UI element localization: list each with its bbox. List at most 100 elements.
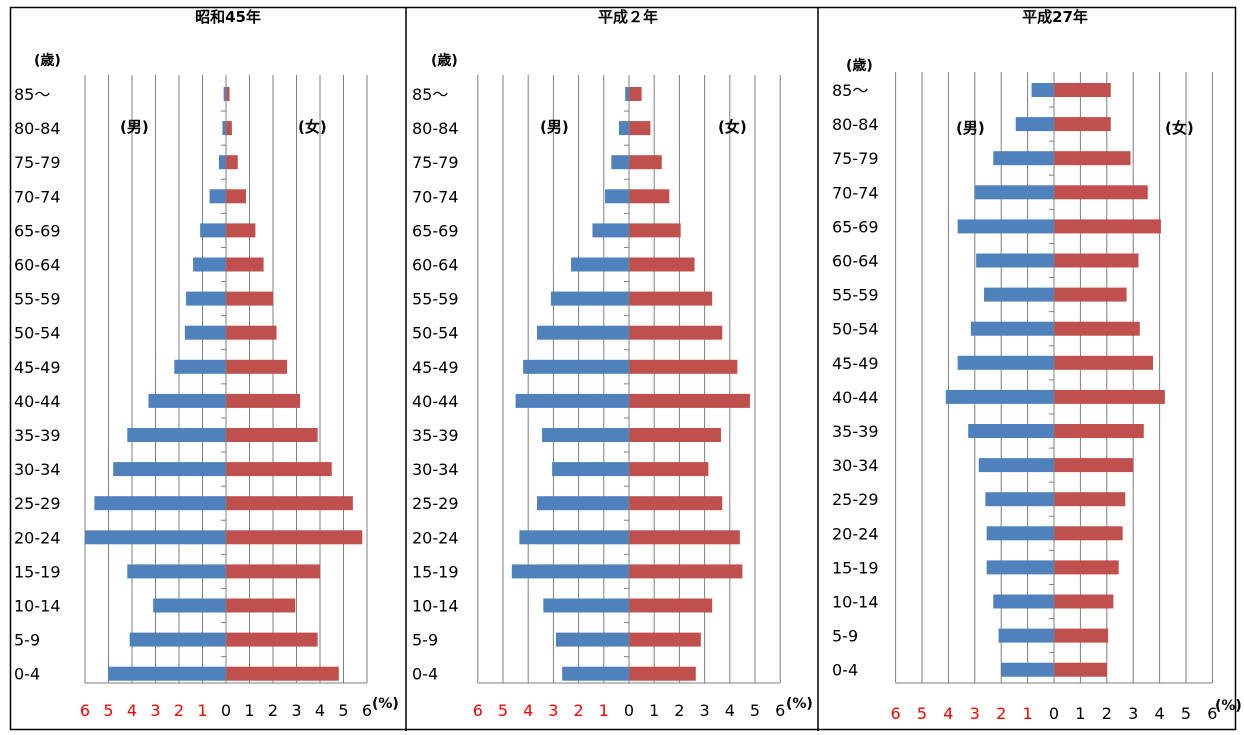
age-group-label: 20-24 [14,528,61,547]
age-group-label: 75-79 [14,153,61,172]
female-bar [629,530,740,545]
female-bar [629,393,750,408]
x-tick-label: 4 [523,701,533,720]
x-tick-label: 3 [700,701,710,720]
x-tick-label: 2 [996,704,1006,723]
female-bar [1054,219,1161,234]
male-bar [209,189,226,204]
female-bar [1054,492,1126,507]
male-bar [515,393,629,408]
male-bar [968,424,1054,438]
x-tick-label: 6 [362,701,372,720]
x-tick-label: 6 [775,701,785,720]
male-bar [148,393,226,408]
female-bar [226,359,288,374]
age-group-label: 25-29 [14,494,61,513]
male-bar [519,530,629,545]
x-tick-label: 5 [750,701,760,720]
age-group-label: 45-49 [14,358,61,377]
female-bar [1054,628,1109,643]
x-tick-label: 3 [291,701,301,720]
female-bar [629,666,696,681]
female-bar [629,496,723,511]
female-bar [226,291,273,306]
x-tick-label: 2 [1102,704,1112,723]
age-group-label: 30-34 [832,456,879,475]
female-bar [629,632,701,647]
male-bar [552,462,629,477]
age-group-label: 40-44 [14,392,61,411]
female-bar [226,462,332,477]
age-group-label: 65-69 [14,221,61,240]
x-tick-label: 2 [268,701,278,720]
female-bar [1054,253,1139,268]
age-group-label: 0-4 [832,661,858,680]
x-tick-label: 2 [174,701,184,720]
age-group-label: 45-49 [412,358,459,377]
age-group-label: 35-39 [412,426,459,445]
x-tick-label: 4 [943,704,953,723]
female-bar [1054,424,1144,438]
x-tick-label: 4 [127,701,137,720]
male-bar [113,462,226,477]
x-tick-label: 6 [891,704,901,723]
female-bar [226,393,301,408]
age-group-label: 50-54 [14,324,61,343]
age-group-label: 60-64 [832,252,879,271]
female-bar [1054,560,1119,575]
male-bar [986,560,1054,575]
age-group-label: 85～ [832,81,868,100]
pyramid-panel: 85～80-8475-7970-7465-6960-6455-5950-5445… [14,8,399,720]
x-tick-label: 4 [1155,704,1165,723]
age-group-label: 10-14 [412,597,459,616]
age-group-label: 60-64 [412,256,459,275]
male-bar [984,287,1054,302]
female-label: (女) [298,118,327,136]
male-bar [108,666,226,681]
male-bar [1015,117,1054,132]
x-tick-label: 5 [498,701,508,720]
x-tick-label: 6 [473,701,483,720]
age-group-label: 65-69 [832,217,879,236]
female-bar [226,223,256,238]
age-group-label: 85～ [412,85,448,104]
female-bar [629,325,723,340]
age-group-label: 45-49 [832,354,879,373]
male-bar [993,151,1054,166]
y-axis-label: (歳) [34,52,61,69]
female-bar [226,155,238,170]
age-group-label: 75-79 [832,149,879,168]
age-group-label: 20-24 [412,528,459,547]
female-bar [629,155,662,170]
age-group-label: 55-59 [412,290,459,309]
male-label: (男) [120,118,149,136]
female-label: (女) [718,118,747,136]
female-bar [226,564,320,579]
female-bar [226,257,264,272]
age-group-label: 30-34 [14,460,61,479]
male-bar [523,359,629,374]
female-bar [629,223,681,238]
male-bar [550,291,629,306]
male-bar [543,598,629,613]
y-axis-label: (歳) [431,52,458,69]
x-tick-label: 1 [649,701,659,720]
male-bar [611,155,629,170]
x-axis-label: (%) [1215,698,1242,714]
age-group-label: 70-74 [14,187,61,206]
age-group-label: 10-14 [832,593,879,612]
age-group-label: 30-34 [412,460,459,479]
female-bar [1054,662,1107,677]
x-tick-label: 3 [548,701,558,720]
male-bar [184,325,226,340]
chart-title: 昭和45年 [195,8,261,26]
age-group-label: 80-84 [832,115,879,134]
female-bar [629,428,721,442]
male-bar [537,496,629,511]
male-bar [174,359,226,374]
age-group-label: 40-44 [832,388,879,407]
female-bar [1054,389,1165,404]
female-bar [226,325,277,340]
pyramid-panel: 85～80-8475-7970-7465-6960-6455-5950-5445… [412,8,813,720]
